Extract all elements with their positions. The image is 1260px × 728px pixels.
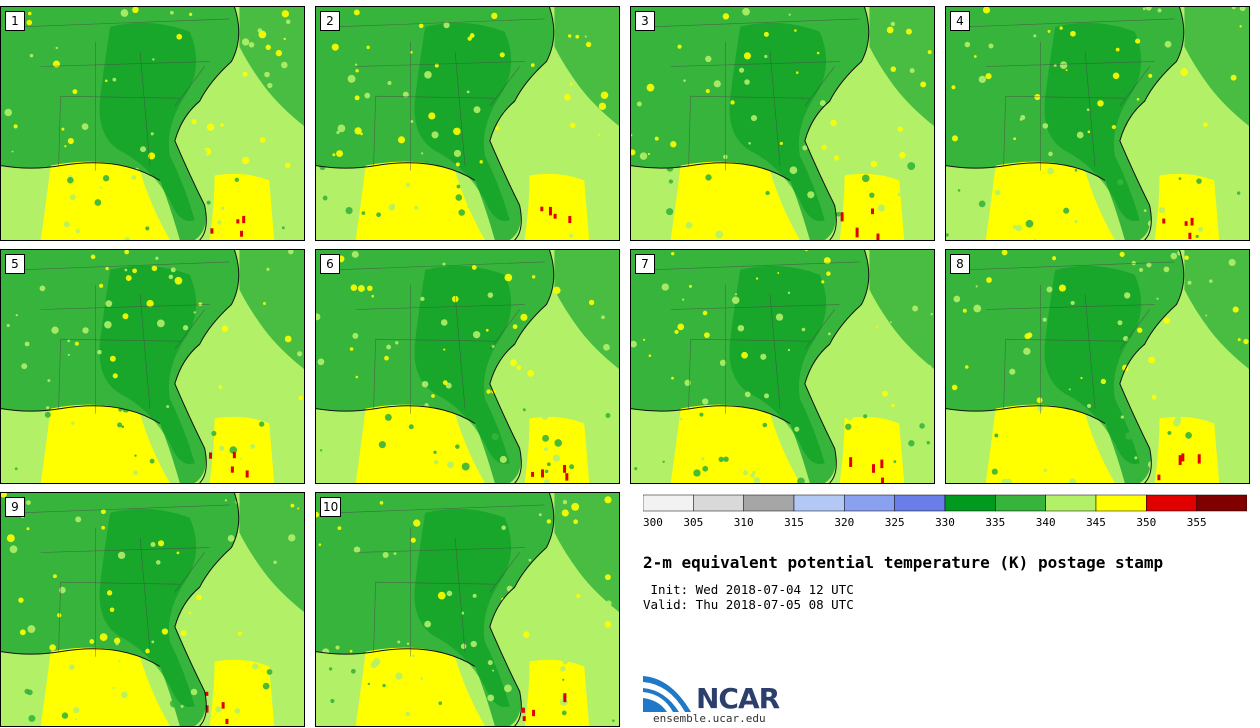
member-panel-4: 4 [945, 6, 1250, 241]
member-panel-5: 5 [0, 249, 305, 484]
theta-e-map [631, 250, 934, 483]
member-label: 1 [5, 11, 25, 31]
colorbar-segment [995, 494, 1046, 512]
colorbar-segment [944, 494, 996, 512]
state-borders [20, 18, 230, 171]
member-label: 3 [635, 11, 655, 31]
colorbar-tick-label: 300 [643, 516, 663, 529]
colorbar-segment [844, 494, 895, 512]
plot-title: 2-m equivalent potential temperature (K)… [643, 553, 1164, 572]
colorbar-segment [894, 494, 946, 512]
coastline [316, 250, 555, 483]
theta-e-map [316, 493, 619, 726]
state-borders [650, 18, 860, 171]
member-panel-7: 7 [630, 249, 935, 484]
colorbar: 300 305 310 315 320 325 330 335 340 345 350 355 [643, 494, 1247, 529]
member-label: 7 [635, 254, 655, 274]
member-label: 8 [950, 254, 970, 274]
member-label: 5 [5, 254, 25, 274]
member-panel-1: 1 [0, 6, 305, 241]
member-label: 4 [950, 11, 970, 31]
colorbar-segment [743, 494, 795, 512]
coastline [631, 250, 870, 483]
coastline [1, 493, 240, 726]
colorbar-tick-label: 320 [834, 516, 854, 529]
theta-e-map [316, 250, 619, 483]
member-label: 2 [320, 11, 340, 31]
state-borders [335, 18, 545, 171]
colorbar-tick-label: 305 [683, 516, 703, 529]
member-panel-3: 3 [630, 6, 935, 241]
state-borders [20, 504, 230, 657]
colorbar-segment [1095, 494, 1147, 512]
coastline [1, 7, 240, 240]
ncar-logo-text: NCAR [696, 682, 780, 715]
ncar-logo-icon [643, 676, 691, 712]
theta-e-map [316, 7, 619, 240]
gulf-warm-region [355, 161, 485, 240]
state-borders [335, 261, 545, 414]
colorbar-tick-label: 330 [935, 516, 955, 529]
coastline [631, 7, 870, 240]
colorbar-segment [693, 494, 744, 512]
member-panel-6: 6 [315, 249, 620, 484]
colorbar-segment [1196, 494, 1247, 512]
member-label: 6 [320, 254, 340, 274]
member-panel-2: 2 [315, 6, 620, 241]
theta-e-map [1, 250, 304, 483]
valid-time: Valid: Thu 2018-07-05 08 UTC [643, 597, 854, 612]
coastline [316, 7, 555, 240]
colorbar-tick-label: 335 [985, 516, 1005, 529]
init-time: Init: Wed 2018-07-04 12 UTC [643, 582, 854, 597]
gulf-warm-region [670, 161, 800, 240]
state-borders [20, 261, 230, 414]
coastline [1, 250, 240, 483]
member-label: 9 [5, 497, 25, 517]
state-borders [965, 261, 1175, 414]
colorbar-tick-label: 340 [1036, 516, 1056, 529]
theta-e-map [1, 493, 304, 726]
coastline [946, 7, 1185, 240]
colorbar-segment [793, 494, 845, 512]
member-panel-10: 10 [315, 492, 620, 727]
member-label: 10 [320, 497, 342, 517]
colorbar-tick-label: 315 [784, 516, 804, 529]
ensemble-url[interactable]: ensemble.ucar.edu [653, 712, 766, 725]
colorbar-segment [1146, 494, 1197, 512]
colorbar-tick-label: 310 [734, 516, 754, 529]
colorbar-segment [643, 494, 694, 512]
state-borders [965, 18, 1175, 171]
theta-e-map [946, 250, 1249, 483]
theta-e-map [946, 7, 1249, 240]
colorbar-tick-label: 325 [885, 516, 905, 529]
colorbar-segment [1045, 494, 1097, 512]
gulf-warm-region [985, 404, 1115, 483]
colorbar-tick-label: 355 [1187, 516, 1207, 529]
coastline [946, 250, 1185, 483]
colorbar-tick-label: 350 [1136, 516, 1156, 529]
theta-e-map [1, 7, 304, 240]
gulf-warm-region [985, 161, 1115, 240]
gulf-warm-region [670, 404, 800, 483]
state-borders [335, 504, 545, 657]
coastline [316, 493, 555, 726]
state-borders [650, 261, 860, 414]
member-panel-8: 8 [945, 249, 1250, 484]
colorbar-tick-label: 345 [1086, 516, 1106, 529]
theta-e-map [631, 7, 934, 240]
gulf-warm-region [355, 647, 485, 726]
member-panel-9: 9 [0, 492, 305, 727]
